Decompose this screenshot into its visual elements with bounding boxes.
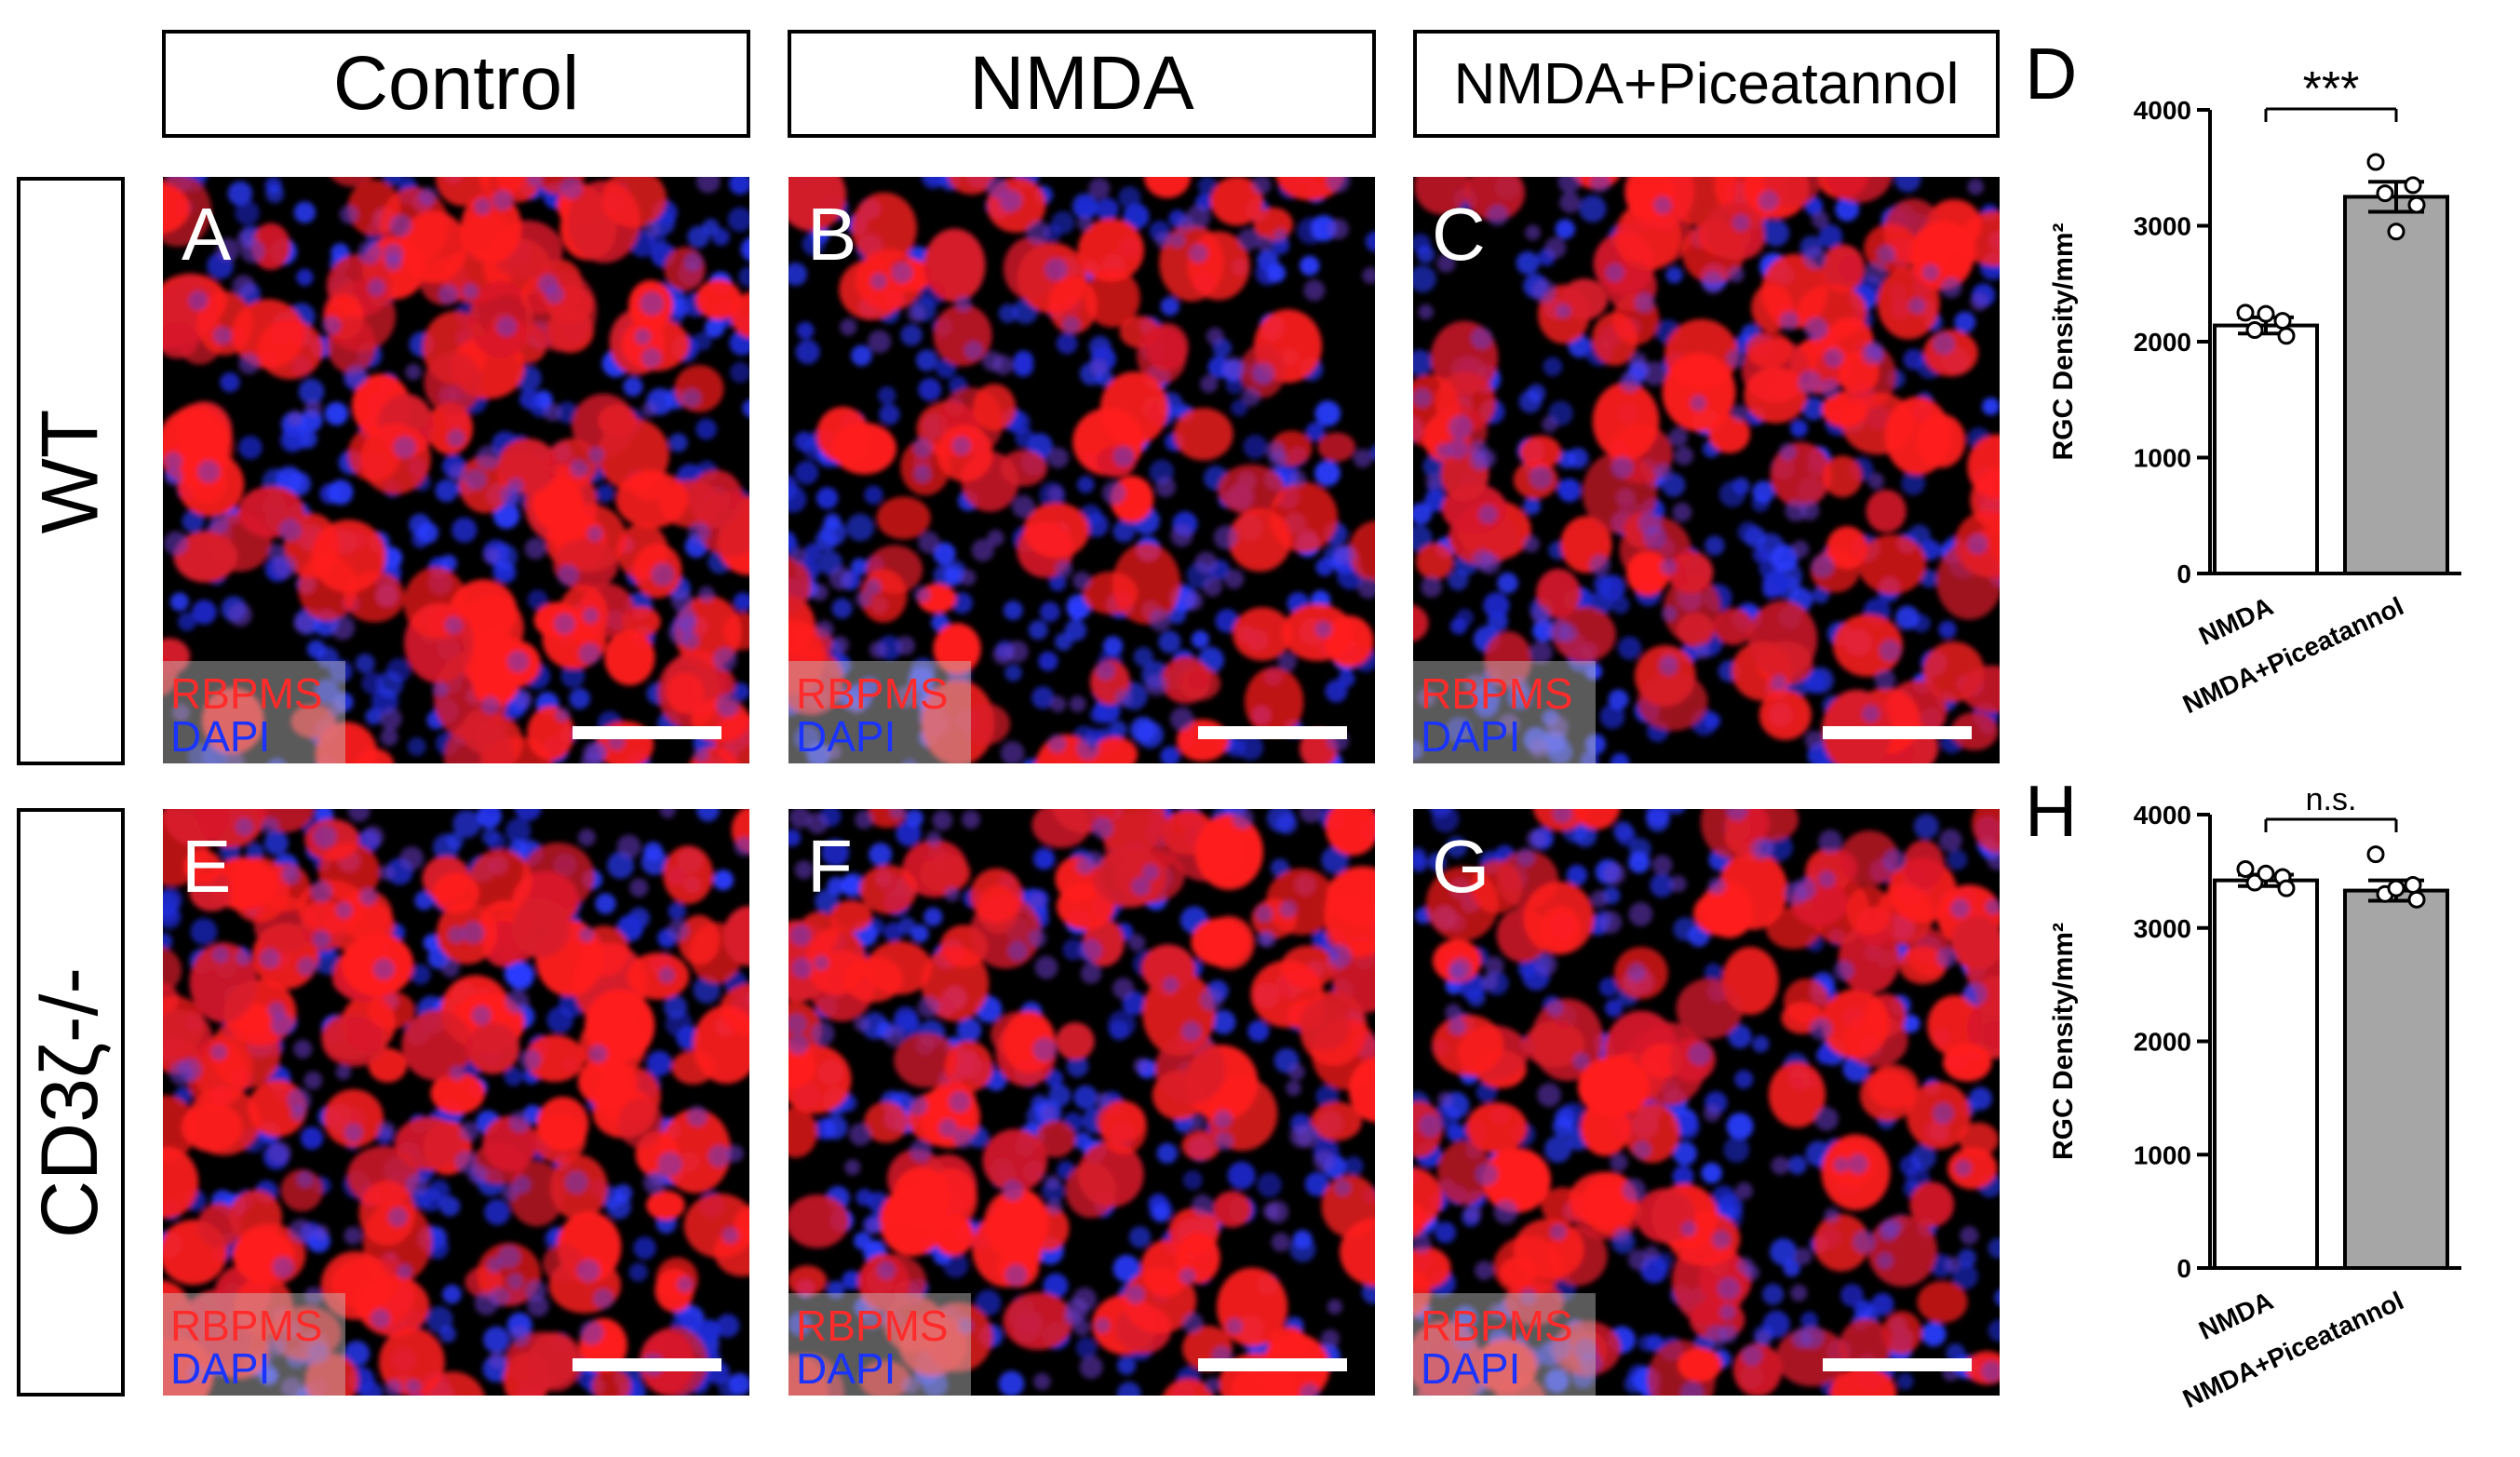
micrograph-panel-c: C RBPMS DAPI bbox=[1413, 177, 2000, 763]
rbpms-label: RBPMS bbox=[1421, 669, 1573, 718]
x-tick-label: NMDA bbox=[2194, 1286, 2277, 1345]
dapi-label: DAPI bbox=[170, 1344, 271, 1393]
data-point bbox=[2366, 153, 2385, 171]
data-point bbox=[2407, 890, 2426, 909]
y-axis-label: RGC Density/mm² bbox=[2048, 923, 2079, 1160]
y-tick-label: 0 bbox=[2176, 1254, 2191, 1283]
data-point bbox=[2407, 196, 2426, 214]
column-header-control: Control bbox=[162, 30, 750, 138]
column-header-label: NMDA+Piceatannol bbox=[1453, 51, 1960, 116]
micrograph-panel-f: F RBPMS DAPI bbox=[788, 809, 1375, 1396]
row-header-wt: WT bbox=[17, 177, 125, 765]
stain-legend: RBPMS DAPI bbox=[1413, 661, 1596, 763]
rbpms-label: RBPMS bbox=[796, 669, 949, 718]
panel-letter: B bbox=[807, 193, 857, 276]
micrograph-image bbox=[788, 809, 1375, 1396]
data-point bbox=[2277, 879, 2296, 897]
row-header-label: WT bbox=[25, 409, 115, 533]
y-tick-label: 2000 bbox=[2134, 328, 2191, 357]
scale-bar bbox=[573, 726, 721, 739]
data-point bbox=[2257, 304, 2275, 323]
panel-letter: F bbox=[807, 825, 853, 908]
x-tick-label: NMDA+Piceatannol bbox=[2178, 1286, 2407, 1413]
micrograph-panel-a: A RBPMS DAPI bbox=[163, 177, 749, 763]
significance-label: n.s. bbox=[2306, 782, 2357, 817]
panel-letter-d: D bbox=[2025, 33, 2078, 115]
scale-bar bbox=[1198, 1358, 1347, 1371]
bar bbox=[2213, 323, 2319, 575]
micrograph-image bbox=[1413, 177, 2000, 763]
micrograph-image bbox=[788, 177, 1375, 763]
stain-legend: RBPMS DAPI bbox=[788, 1293, 971, 1396]
column-header-nmda-piceatannol: NMDA+Piceatannol bbox=[1413, 30, 2000, 138]
rbpms-label: RBPMS bbox=[170, 1302, 323, 1350]
dapi-label: DAPI bbox=[796, 1344, 896, 1393]
panel-letter-h: H bbox=[2025, 770, 2078, 852]
data-point bbox=[2387, 879, 2405, 897]
data-point bbox=[2257, 864, 2275, 883]
micrograph-panel-g: G RBPMS DAPI bbox=[1413, 809, 2000, 1396]
data-point bbox=[2245, 873, 2264, 892]
y-tick-label: 0 bbox=[2176, 560, 2191, 588]
y-tick-label: 3000 bbox=[2134, 914, 2191, 943]
stain-legend: RBPMS DAPI bbox=[163, 1293, 345, 1396]
row-header-cd3z: CD3ζ-/- bbox=[17, 808, 125, 1396]
stain-legend: RBPMS DAPI bbox=[163, 661, 345, 763]
bar-chart-d: 0 1000 2000 3000 4000 RGC Density/mm² NMDANMDA… bbox=[2048, 62, 2461, 719]
micrograph-image bbox=[163, 809, 749, 1396]
stain-legend: RBPMS DAPI bbox=[788, 661, 971, 763]
data-point bbox=[2245, 321, 2264, 340]
rbpms-label: RBPMS bbox=[796, 1302, 949, 1350]
x-tick-label: NMDA+Piceatannol bbox=[2178, 591, 2407, 719]
y-tick-label: 3000 bbox=[2134, 212, 2191, 241]
data-point bbox=[2376, 184, 2394, 203]
scale-bar bbox=[1823, 726, 1972, 739]
data-point bbox=[2236, 304, 2255, 322]
scale-bar bbox=[1823, 1358, 1972, 1371]
micrograph-image bbox=[1413, 809, 2000, 1396]
row-header-label: CD3ζ-/- bbox=[25, 966, 115, 1238]
scale-bar bbox=[573, 1358, 721, 1371]
stain-legend: RBPMS DAPI bbox=[1413, 1293, 1596, 1396]
y-tick-label: 4000 bbox=[2134, 96, 2191, 125]
panel-letter: G bbox=[1432, 825, 1490, 908]
significance-label: *** bbox=[2303, 62, 2360, 116]
panel-letter: C bbox=[1432, 193, 1486, 276]
y-tick-label: 1000 bbox=[2134, 1140, 2191, 1169]
panel-letter: E bbox=[182, 825, 232, 908]
bar bbox=[2213, 878, 2319, 1271]
data-point bbox=[2404, 875, 2422, 894]
dapi-label: DAPI bbox=[170, 712, 271, 761]
data-point bbox=[2236, 859, 2255, 878]
bar bbox=[2343, 888, 2449, 1270]
bar bbox=[2343, 195, 2449, 575]
micrograph-panel-e: E RBPMS DAPI bbox=[163, 809, 749, 1396]
x-tick-label: NMDA bbox=[2194, 591, 2277, 651]
data-point bbox=[2404, 176, 2422, 195]
y-tick-label: 1000 bbox=[2134, 444, 2191, 473]
dapi-label: DAPI bbox=[1421, 1344, 1521, 1393]
y-tick-label: 2000 bbox=[2134, 1028, 2191, 1057]
data-point bbox=[2277, 327, 2296, 345]
data-point bbox=[2387, 223, 2405, 241]
micrograph-image bbox=[163, 177, 749, 763]
panel-letter: A bbox=[182, 193, 232, 276]
micrograph-panel-b: B RBPMS DAPI bbox=[788, 177, 1375, 763]
data-point bbox=[2273, 312, 2292, 331]
column-header-nmda: NMDA bbox=[788, 30, 1376, 138]
y-tick-label: 4000 bbox=[2134, 801, 2191, 830]
dapi-label: DAPI bbox=[1421, 712, 1521, 761]
column-header-label: Control bbox=[332, 41, 580, 126]
data-point bbox=[2366, 845, 2385, 864]
rbpms-label: RBPMS bbox=[170, 669, 323, 718]
column-header-label: NMDA bbox=[969, 41, 1194, 126]
bar-chart-h: 0 1000 2000 3000 4000 RGC Density/mm² NMDANMDA… bbox=[2048, 782, 2461, 1413]
scale-bar bbox=[1198, 726, 1347, 739]
rbpms-label: RBPMS bbox=[1421, 1302, 1573, 1350]
dapi-label: DAPI bbox=[796, 712, 896, 761]
y-axis-label: RGC Density/mm² bbox=[2048, 223, 2079, 460]
